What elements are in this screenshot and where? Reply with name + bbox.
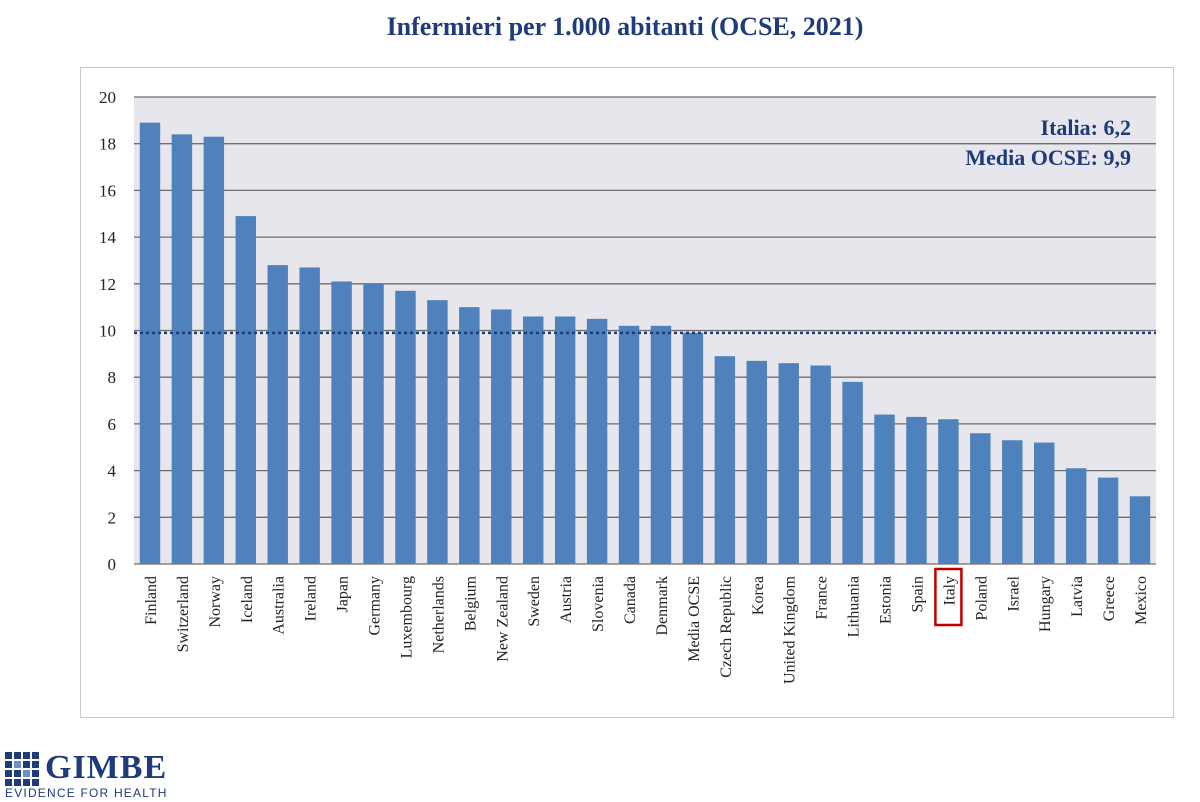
annotation-italia: Italia: 6,2 [1041,115,1131,140]
bar-slovenia [586,318,608,564]
x-tick-label-korea: Korea [750,576,767,615]
x-tick-label-greece: Greece [1101,576,1118,621]
chart-frame: 0 2 4 6 8 10 12 14 16 18 20 Finland Switzerland Norw… [80,67,1174,718]
bar-chart: 0 2 4 6 8 10 12 14 16 18 20 Finland Switzerland Norw… [99,88,1156,684]
x-tick-label-united-kingdom: United Kingdom [782,575,799,684]
x-tick-label-czech-republic: Czech Republic [718,576,735,678]
x-tick-label-estonia: Estonia [878,576,895,624]
x-tick-label-norway: Norway [207,576,224,628]
x-tick-label-germany: Germany [367,576,384,636]
y-tick-label: 4 [108,462,117,481]
bar-spain [906,416,927,564]
bar-denmark [650,325,672,564]
x-tick-label-sweden: Sweden [526,576,543,627]
bar-luxembourg [395,290,416,564]
bar-australia [267,265,288,564]
bar-greece [1097,477,1119,564]
x-tick-label-new-zealand: New Zealand [494,576,511,662]
x-tick-label-poland: Poland [973,576,990,620]
x-tick-label-spain: Spain [909,576,926,612]
bar-poland [970,433,991,564]
x-tick-label-netherlands: Netherlands [430,576,447,653]
x-tick-label-ireland: Ireland [303,576,320,621]
x-tick-label-media-ocse: Media OCSE [686,576,703,662]
x-tick-label-iceland: Iceland [239,576,256,623]
bar-italy [938,419,959,564]
page-title: Infermieri per 1.000 abitanti (OCSE, 202… [386,12,864,41]
bar-ireland [299,267,320,564]
x-tick-label-hungary: Hungary [1037,576,1054,632]
bar-austria [554,316,576,564]
y-tick-label: 14 [99,228,117,247]
bar-japan [331,281,352,564]
bar-media-ocse [682,332,704,564]
bar-latvia [1065,468,1087,564]
bar-estonia [874,414,895,564]
bar-israel [1002,440,1023,564]
logo-brand-text: GIMBE [45,749,168,786]
y-tick-label: 6 [108,415,117,434]
x-tick-label-israel: Israel [1005,575,1022,611]
y-tick-label: 8 [108,368,117,387]
x-tick-label-finland: Finland [143,576,160,625]
bar-korea [746,360,768,564]
bar-lithuania [842,381,863,564]
y-tick-label: 10 [99,322,116,341]
x-tick-label-switzerland: Switzerland [175,576,192,652]
logo-tagline: EVIDENCE FOR HEALTH [5,786,168,800]
bar-netherlands [427,300,448,564]
bar-mexico [1129,496,1151,564]
bar-new-zealand [491,309,512,564]
bar-united-kingdom [778,363,799,564]
bar-norway [203,136,225,564]
gimbe-logo: GIMBE EVIDENCE FOR HEALTH [5,748,168,802]
annotation-media-ocse: Media OCSE: 9,9 [965,145,1131,170]
y-tick-label: 18 [99,135,116,154]
bar-switzerland [171,134,193,565]
x-tick-label-australia: Australia [271,576,288,635]
x-tick-label-belgium: Belgium [462,575,479,631]
bar-france [810,365,831,564]
bar-canada [618,325,640,564]
bar-sweden [522,316,544,564]
x-tick-label-mexico: Mexico [1133,576,1150,625]
x-tick-label-canada: Canada [622,576,639,624]
bar-finland [139,122,161,564]
x-tick-label-austria: Austria [558,576,575,623]
y-tick-label: 12 [99,275,116,294]
highlight-box-italy [934,567,963,627]
bar-czech-republic [714,356,736,564]
x-tick-label-lithuania: Lithuania [846,576,863,637]
y-tick-label: 2 [108,508,117,527]
x-tick-label-italy: Italy [941,576,958,605]
x-tick-label-slovenia: Slovenia [590,576,607,632]
gimbe-grid-icon [5,752,39,786]
x-tick-label-luxembourg: Luxembourg [398,576,415,658]
bar-germany [363,283,384,564]
x-tick-label-denmark: Denmark [654,576,671,636]
y-tick-label: 20 [99,88,116,107]
bar-belgium [459,307,480,564]
y-tick-label: 0 [108,555,117,574]
x-tick-label-latvia: Latvia [1069,576,1086,617]
bar-hungary [1033,442,1055,564]
x-tick-label-france: France [814,576,831,620]
x-tick-label-japan: Japan [335,576,352,612]
y-tick-label: 16 [99,181,116,200]
bar-iceland [235,216,257,564]
